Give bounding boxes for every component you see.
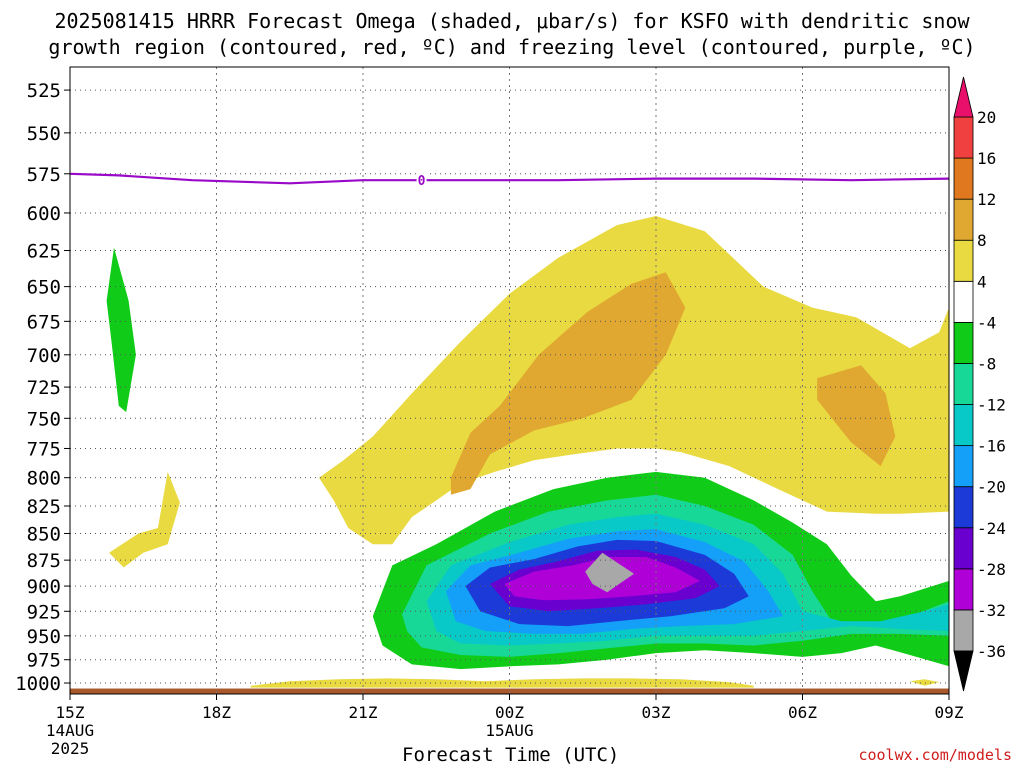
colorbar-segment-12 xyxy=(953,157,974,200)
region-down-8-orange-right xyxy=(817,365,896,467)
colorbar-label--12: -12 xyxy=(977,396,1006,415)
x-tick-label-15Z: 15Z xyxy=(56,703,85,722)
colorbar-label--16: -16 xyxy=(977,437,1006,456)
colorbar-segment--8 xyxy=(953,321,974,364)
freezing-level-label: 0 xyxy=(418,174,426,189)
y-tick-label-1000: 1000 xyxy=(15,673,61,695)
region-up-4-green-left xyxy=(106,247,136,413)
region-down-4-yellow-surface xyxy=(250,678,754,688)
title-line-2: growth region (contoured, red, ºC) and f… xyxy=(48,35,976,59)
colorbar-label--32: -32 xyxy=(977,601,1006,620)
x-tick-label-00Z: 00Z xyxy=(495,703,524,722)
y-tick-label-800: 800 xyxy=(27,468,61,490)
y-tick-label-775: 775 xyxy=(27,438,61,460)
colorbar-segment-8 xyxy=(953,198,974,241)
y-tick-label-550: 550 xyxy=(27,123,61,145)
colorbar-label-12: 12 xyxy=(977,190,996,209)
x-tick-label-06Z: 06Z xyxy=(788,703,817,722)
colorbar-label--24: -24 xyxy=(977,519,1006,538)
y-tick-label-600: 600 xyxy=(27,203,61,225)
colorbar-label-20: 20 xyxy=(977,108,996,127)
y-tick-label-925: 925 xyxy=(27,601,61,623)
colorbar-label-16: 16 xyxy=(977,149,996,168)
y-tick-label-825: 825 xyxy=(27,496,61,518)
colorbar-segment--28 xyxy=(953,527,974,570)
credit-text: coolwx.com/models xyxy=(858,746,1012,764)
colorbar-bottom-arrow xyxy=(953,650,974,692)
colorbar-segment--24 xyxy=(953,486,974,529)
colorbar-label--20: -20 xyxy=(977,478,1006,497)
colorbar-label-8: 8 xyxy=(977,231,987,250)
x-tick-label-03Z: 03Z xyxy=(642,703,671,722)
grid-lines xyxy=(70,67,949,694)
colorbar-segment--32 xyxy=(953,568,974,611)
y-tick-label-950: 950 xyxy=(27,626,61,648)
y-tick-label-900: 900 xyxy=(27,576,61,598)
y-tick-label-725: 725 xyxy=(27,377,61,399)
region-down-4-yellow-left xyxy=(109,471,180,568)
colorbar-label--4: -4 xyxy=(977,313,996,332)
x-tick-label-18Z: 18Z xyxy=(202,703,231,722)
x-axis-label: Forecast Time (UTC) xyxy=(402,744,620,766)
freezing-label-bg xyxy=(416,173,427,188)
y-tick-label-525: 525 xyxy=(27,80,61,102)
x-tick-label-09Z: 09Z xyxy=(935,703,964,722)
y-tick-label-750: 750 xyxy=(27,408,61,430)
x-tick-date-15Z: 14AUG xyxy=(46,721,94,740)
colorbar-segment-4 xyxy=(953,239,974,282)
freezing-level: 0 xyxy=(70,172,949,189)
y-tick-label-875: 875 xyxy=(27,550,61,572)
x-tick-label-21Z: 21Z xyxy=(349,703,378,722)
colorbar-label--28: -28 xyxy=(977,560,1006,579)
freezing-level-line xyxy=(70,172,949,185)
colorbar-segment-16 xyxy=(953,116,974,159)
region-down-4-yellow-small xyxy=(909,679,940,686)
y-tick-label-575: 575 xyxy=(27,164,61,186)
colorbar-segment--36 xyxy=(953,609,974,652)
y-tick-label-700: 700 xyxy=(27,345,61,367)
colorbar-segment--16 xyxy=(953,404,974,447)
colorbar-label-4: 4 xyxy=(977,272,987,291)
x-tick-date-00Z: 15AUG xyxy=(485,721,533,740)
colorbar-segment--12 xyxy=(953,363,974,405)
y-tick-label-975: 975 xyxy=(27,650,61,672)
y-tick-label-850: 850 xyxy=(27,523,61,545)
colorbar-segment--20 xyxy=(953,445,974,488)
region-up-32-gray xyxy=(585,552,634,593)
colorbar-top-arrow xyxy=(953,76,974,118)
y-axis: 525 550 575 600 625 650 675 700 725 750 775 800 825 8… xyxy=(15,80,70,695)
colorbar-segment--4 xyxy=(953,280,974,323)
title-line-1: 2025081415 HRRR Forecast Omega (shaded, … xyxy=(54,9,970,33)
x-tick-year-15Z: 2025 xyxy=(51,739,90,758)
colorbar-label--36: -36 xyxy=(977,642,1006,661)
colorbar-label--8: -8 xyxy=(977,354,996,373)
y-tick-label-675: 675 xyxy=(27,311,61,333)
y-tick-label-625: 625 xyxy=(27,241,61,263)
colorbar: -36 -32 -28 -24 -20 -16 -12 -8 -4 4 8 12 16 20 xyxy=(953,76,1006,692)
y-tick-label-650: 650 xyxy=(27,277,61,299)
chart-title: 2025081415 HRRR Forecast Omega (shaded, … xyxy=(0,8,1024,60)
omega-shading xyxy=(70,216,949,694)
